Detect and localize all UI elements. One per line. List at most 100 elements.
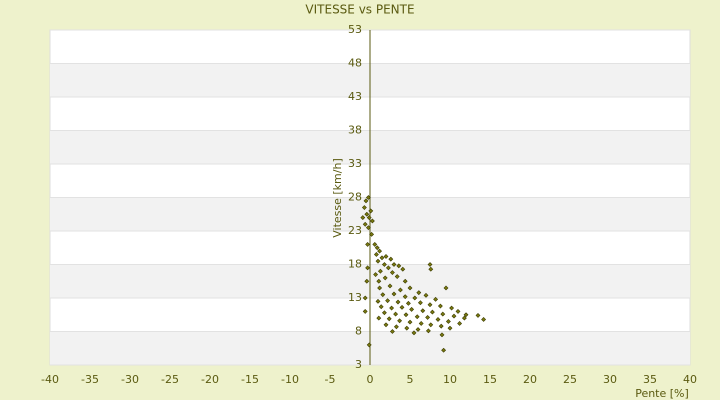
y-tick-label: 48 <box>348 57 362 70</box>
point <box>393 311 399 317</box>
point <box>374 245 380 251</box>
point <box>376 315 382 321</box>
point <box>463 312 469 318</box>
point <box>364 211 370 217</box>
point <box>397 318 403 324</box>
point <box>404 325 410 331</box>
point <box>387 283 393 289</box>
point <box>366 215 372 221</box>
point <box>385 265 391 271</box>
y-tick-label: 3 <box>355 358 362 371</box>
point <box>451 313 457 319</box>
x-tick-label: -35 <box>81 373 99 386</box>
point <box>418 321 424 326</box>
point <box>373 252 379 257</box>
point <box>381 262 387 267</box>
point <box>365 225 371 231</box>
point <box>369 231 375 237</box>
point <box>437 303 443 309</box>
point <box>443 285 449 291</box>
point <box>449 305 455 311</box>
point <box>420 308 426 314</box>
point <box>362 308 368 314</box>
point <box>428 266 434 272</box>
point <box>417 300 423 306</box>
point <box>375 258 381 264</box>
point <box>388 256 394 262</box>
point <box>361 205 367 210</box>
x-tick-label: 15 <box>483 373 497 386</box>
point <box>364 278 370 284</box>
x-tick-label: -20 <box>201 373 219 386</box>
point <box>383 322 389 328</box>
point <box>377 268 383 274</box>
point <box>365 265 371 271</box>
point <box>425 328 431 334</box>
y-tick-label: 13 <box>348 291 362 304</box>
x-tick-label: 35 <box>643 373 657 386</box>
point <box>362 295 368 301</box>
point <box>475 312 481 318</box>
x-tick-label: 25 <box>563 373 577 386</box>
point <box>382 275 388 281</box>
point <box>389 329 395 334</box>
point <box>378 304 384 310</box>
point <box>425 315 431 320</box>
point <box>365 241 371 247</box>
point <box>423 292 429 298</box>
point <box>412 295 418 301</box>
point <box>360 215 366 221</box>
point <box>397 287 403 293</box>
point <box>402 278 408 284</box>
point <box>407 319 413 325</box>
point <box>379 255 385 261</box>
x-tick-label: -40 <box>41 373 59 386</box>
point <box>377 248 383 254</box>
y-axis-label: Vitesse [km/h] <box>331 158 344 238</box>
point <box>415 327 421 332</box>
point <box>362 221 368 227</box>
point <box>399 304 405 310</box>
point <box>416 290 422 296</box>
point <box>455 308 461 314</box>
point <box>386 316 392 322</box>
x-tick-label: 5 <box>407 373 414 386</box>
point <box>381 310 387 316</box>
point <box>363 198 369 204</box>
point <box>400 266 406 272</box>
point <box>445 319 451 324</box>
point <box>428 322 434 328</box>
point <box>383 254 389 259</box>
y-tick-label: 8 <box>355 325 362 338</box>
point <box>427 302 433 308</box>
point <box>376 278 382 284</box>
x-tick-label: -25 <box>161 373 179 386</box>
point <box>405 300 411 306</box>
y-tick-label: 28 <box>348 191 362 204</box>
point <box>365 195 371 200</box>
point <box>433 296 439 302</box>
point <box>380 292 386 298</box>
point <box>411 330 417 336</box>
point <box>366 342 372 348</box>
point <box>481 317 487 322</box>
point <box>407 285 413 291</box>
y-tick-label: 18 <box>348 258 362 271</box>
y-tick-label: 23 <box>348 224 362 237</box>
y-tick-label: 53 <box>348 23 362 36</box>
point <box>439 332 445 338</box>
point <box>402 294 408 300</box>
point <box>438 323 444 329</box>
point <box>394 274 400 279</box>
point <box>414 314 420 320</box>
y-tick-label: 38 <box>348 124 362 137</box>
y-tick-label: 43 <box>348 90 362 103</box>
point <box>441 347 447 353</box>
point <box>461 315 467 321</box>
point <box>391 262 397 267</box>
chart-title: VITESSE vs PENTE <box>305 3 414 17</box>
x-tick-label: 30 <box>603 373 617 386</box>
point <box>385 298 391 304</box>
point <box>389 305 395 311</box>
